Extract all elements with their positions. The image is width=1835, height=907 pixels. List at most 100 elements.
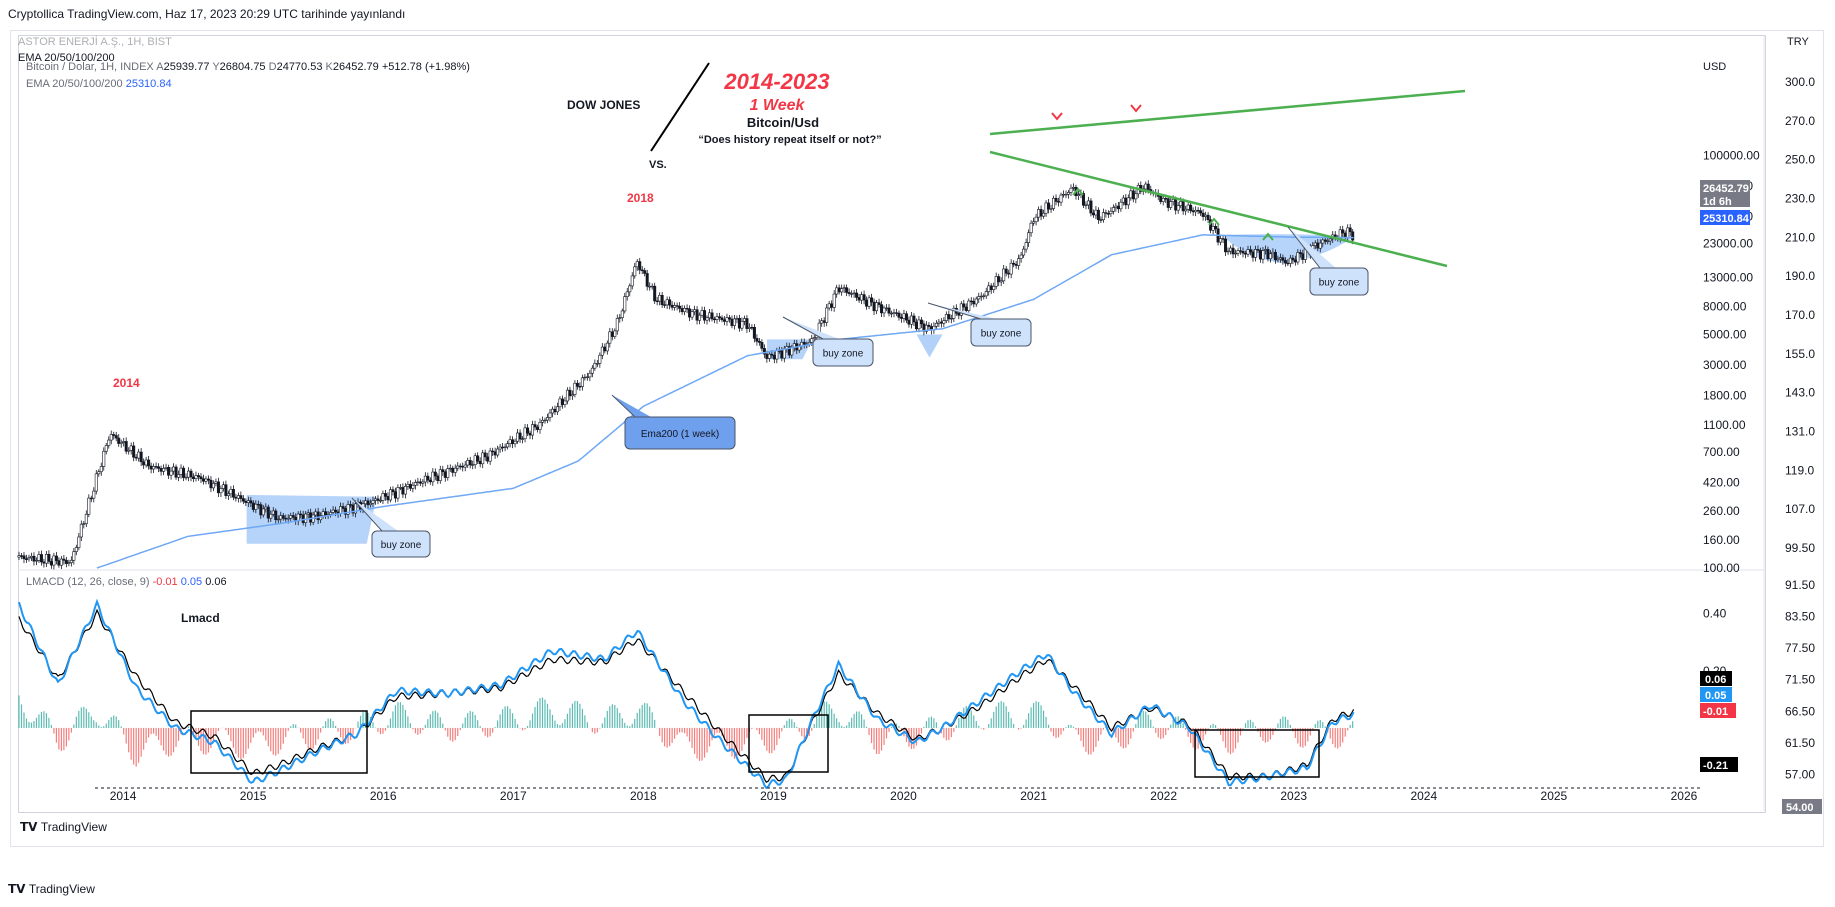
price-candle-body [1211,225,1215,231]
price-candle-body [999,280,1003,283]
price-candle-body [172,466,176,472]
price-candle-body [301,514,305,523]
price-candle-body [57,560,61,566]
price-candle-body [989,285,993,290]
price-candle-body [1037,209,1041,218]
price-candle-body [234,496,238,499]
price-candle-body [648,285,652,288]
price-candle-body [423,475,427,483]
price-candle-body [1086,200,1090,206]
price-candle-body [134,456,138,459]
price-candle-body [802,342,806,345]
price-candle-body [249,500,253,504]
price-candle-body [1351,231,1355,241]
price-candle-body [877,302,881,305]
price-candle-body [142,461,146,466]
price-candle-body [825,307,829,323]
price-candle-body [1181,201,1185,212]
lmacd-try-tick-label: 91.50 [1785,578,1815,592]
price-candle-body [550,408,554,414]
lmacd-box-2019 [748,714,829,773]
x-tick-label: 2019 [760,789,787,803]
price-candle-body [912,315,916,323]
price-candle-body [860,294,864,301]
price-candle-body [894,312,898,314]
price-candle-body [1278,257,1282,260]
price-y-tick-label: 5000.00 [1703,327,1747,341]
price-candle-body [169,470,173,476]
price-candle-body [331,509,335,513]
tradingview-logo-inner[interactable]: 𝗧𝗩 TradingView [20,820,107,834]
price-candle-body [239,495,243,499]
price-candle-body [949,318,953,320]
price-candle-body [221,484,225,489]
price-candle-body [368,502,372,506]
lmacd-badge-v3-bg [1700,703,1736,718]
lmacd-dash-badge: -0.21 [1703,760,1728,772]
price-candle-body [1253,249,1257,258]
price-candle-body [580,377,584,387]
price-candle-body [403,486,407,495]
price-candle-body [1224,238,1228,253]
price-candle-body [1032,221,1036,224]
price-candle-body [416,481,420,483]
price-candle-body [398,487,402,489]
price-candle-body [466,460,470,466]
price-candle-body [603,346,607,352]
price-candle-body [595,363,599,365]
lmacd-try-tick-label: 83.50 [1785,610,1815,624]
lmacd-badge-v1-bg [1700,671,1732,686]
lmacd-box-2022 [1194,729,1320,778]
price-candle-body [1301,253,1305,260]
price-candle-body [1288,257,1292,264]
price-candle-body [1229,247,1233,252]
price-candle-body [413,482,417,486]
ghost-legend-line1: ASTOR ENERJİ A.Ş., 1H, BIST [18,36,172,48]
price-candle-body [261,508,265,516]
price-candle-body [675,305,679,307]
price-candle-body [899,317,903,319]
price-candle-body [1131,190,1135,200]
lmacd-try-tick-label: 66.50 [1785,704,1815,718]
price-candle-body [72,551,76,561]
price-candle-body [1174,198,1178,211]
price-candle-body [959,303,963,316]
price-candle-body [518,432,522,440]
buy-zone-shade-2020 [916,334,943,358]
price-candle-body [578,386,582,388]
price-candle-body [762,348,766,355]
price-candle-body [137,451,141,459]
price-candle-body [306,512,310,515]
price-candle-body [1246,249,1250,255]
price-candle-body [334,509,338,513]
price-candle-body [1214,225,1218,230]
price-candle-body [1263,249,1267,251]
lmacd-tag: Lmacd [181,611,220,625]
tradingview-logo-outer[interactable]: 𝗧𝗩 TradingView [8,882,95,896]
price-candle-body [1321,239,1325,244]
price-candle-body [511,439,515,445]
price-candle-body [209,479,213,489]
price-candle-body [1004,268,1008,274]
buy-zone-callout-3-text: buy zone [981,329,1022,340]
price-candle-body [907,319,911,325]
tv-logo-icon: 𝗧𝗩 [20,820,38,834]
price-candle-body [309,512,313,523]
price-candle-body [408,483,412,489]
price-candle-body [388,489,392,501]
price-candle-body [643,270,647,274]
price-candle-body [149,465,153,470]
price-candle-body [364,500,368,505]
price-candle-body [690,311,694,318]
price-candle-body [1064,193,1068,196]
price-candle-body [767,353,771,359]
price-candle-body [553,408,557,413]
price-candle-body [1176,205,1180,211]
price-candle-body [376,498,380,501]
price-candle-body [1039,209,1043,217]
price-candle-body [144,459,148,466]
price-candle-body [670,304,674,308]
price-candle-body [506,443,510,448]
price-candle-body [757,341,761,343]
